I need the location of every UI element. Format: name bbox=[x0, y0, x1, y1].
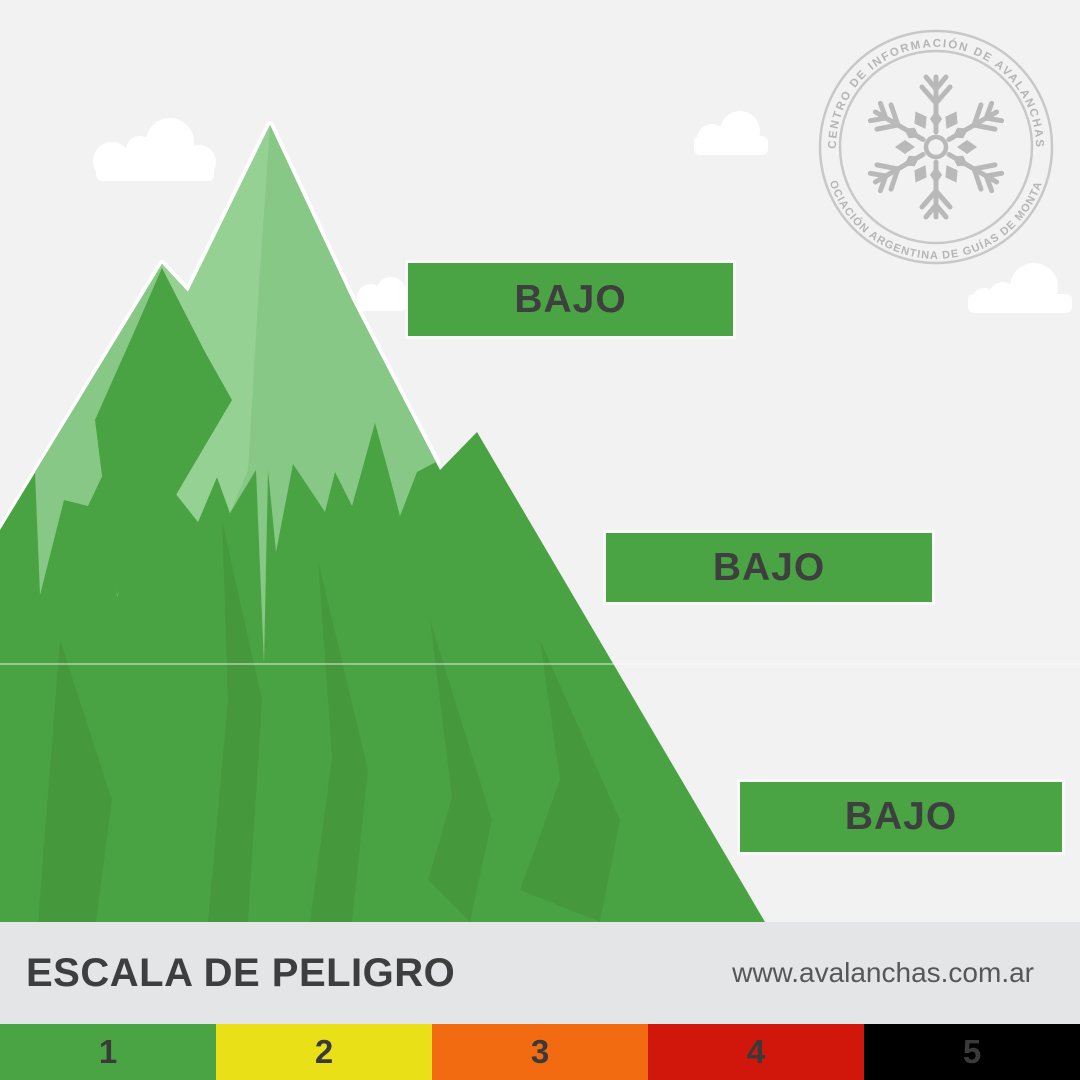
danger-level-number: 4 bbox=[746, 1033, 766, 1070]
danger-scale: 1 2 3 4 5 bbox=[0, 1024, 1080, 1080]
danger-level-number: 3 bbox=[530, 1033, 550, 1070]
cloud-top-right bbox=[694, 111, 768, 155]
danger-banner-label: BAJO bbox=[844, 795, 958, 838]
danger-level-number: 1 bbox=[98, 1033, 118, 1070]
cloud-right bbox=[968, 263, 1072, 313]
elevation-line bbox=[0, 663, 1080, 665]
page-title: ESCALA DE PELIGRO bbox=[26, 950, 456, 995]
peak-shadow-face bbox=[95, 268, 232, 595]
cloud-mid-left bbox=[356, 277, 406, 311]
danger-banner-label: BAJO bbox=[514, 277, 627, 321]
danger-banner-label: BAJO bbox=[712, 545, 826, 589]
danger-level-4: 4 bbox=[648, 1024, 864, 1080]
danger-level-number: 5 bbox=[962, 1033, 982, 1070]
website-url: www.avalanchas.com.ar bbox=[732, 957, 1034, 988]
danger-level-number: 2 bbox=[314, 1033, 334, 1070]
danger-level-2: 2 bbox=[216, 1024, 432, 1080]
danger-level-3: 3 bbox=[432, 1024, 648, 1080]
cloud-icon bbox=[93, 111, 1072, 313]
danger-banner-mid-elevation: BAJO bbox=[606, 533, 932, 602]
footer-band: ESCALA DE PELIGRO www.avalanchas.com.ar bbox=[0, 922, 1080, 1024]
snowflake-icon bbox=[868, 77, 1003, 217]
mountain-shading bbox=[38, 520, 620, 922]
danger-banner-high-elevation: BAJO bbox=[408, 263, 733, 336]
danger-level-1: 1 bbox=[0, 1024, 216, 1080]
danger-banner-low-elevation: BAJO bbox=[740, 782, 1062, 852]
cloud-top-left bbox=[93, 118, 216, 181]
danger-level-5: 5 bbox=[864, 1024, 1080, 1080]
mountain-icon bbox=[0, 121, 1080, 922]
